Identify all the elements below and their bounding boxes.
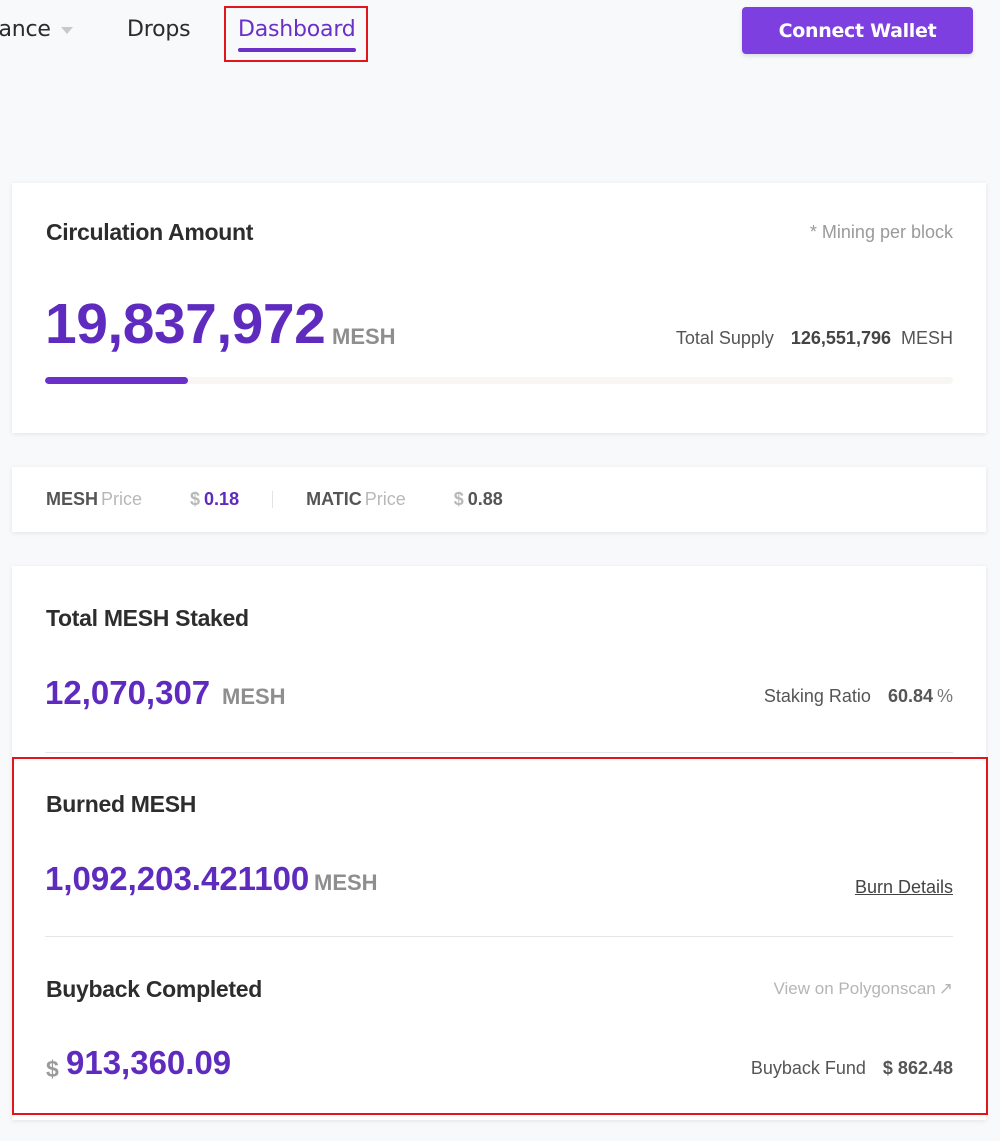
staked-amount: 12,070,307 [45,674,211,711]
buyback-fund-label: Buyback Fund [750,1058,866,1078]
total-supply-label: Total Supply [675,328,774,348]
buyback-fund-value: $ 862.48 [882,1058,953,1078]
dashboard-highlight-box [224,6,368,62]
staked-unit: MESH [222,684,286,709]
price-card: MESH Price $ 0.18 MATIC Price $ 0.88 [12,467,986,532]
burned-amount: 1,092,203.421100 [45,860,310,897]
staked-title: Total MESH Staked [46,605,249,631]
buyback-fund: Buyback Fund $ 862.48 [751,1058,953,1079]
circulation-progress-fill [45,377,188,384]
staking-ratio-unit: % [936,686,953,706]
matic-price-word: Price [364,489,406,509]
total-supply: Total Supply 126,551,796 MESH [676,328,953,349]
total-supply-value: 126,551,796 [790,328,891,348]
view-on-polygonscan-link[interactable]: View on Polygonscan ↗ [774,979,954,999]
active-tab-underline [238,48,356,52]
total-supply-unit: MESH [900,328,953,348]
nav-dashboard-label: Dashboard [238,17,356,42]
mesh-price-word: Price [101,489,143,509]
nav-dashboard[interactable]: Dashboard [238,17,356,52]
burn-buyback-highlight-box [12,757,988,1115]
staking-ratio-label: Staking Ratio [763,686,871,706]
price-divider [272,491,274,508]
top-nav: Finance Drops Dashboard Connect Wallet [0,0,1000,64]
price-row: MESH Price $ 0.18 MATIC Price $ 0.88 [46,489,503,510]
connect-wallet-button[interactable]: Connect Wallet [742,7,973,54]
nav-drops[interactable]: Drops [127,17,191,42]
external-link-arrow-icon: ↗ [938,979,953,998]
mesh-price-value: 0.18 [204,489,240,509]
circulation-amount: 19,837,972 [45,292,326,356]
matic-price-value: 0.88 [467,489,503,509]
circulation-title: Circulation Amount [46,219,254,245]
nav-finance-label: Finance [0,17,51,42]
nav-finance[interactable]: Finance [0,17,73,42]
buyback-currency: $ [46,1056,59,1082]
burn-details-link[interactable]: Burn Details [854,877,953,897]
chevron-down-icon [60,27,73,34]
buyback-amount: 913,360.09 [66,1044,232,1081]
burned-unit: MESH [314,870,378,895]
mining-note: * Mining per block [809,222,953,242]
section-divider [45,752,953,753]
mesh-price-currency: $ [190,489,201,509]
mesh-price-symbol: MESH [46,489,99,509]
staking-ratio-value: 60.84 [887,686,933,706]
section-divider [45,936,953,937]
buyback-title: Buyback Completed [46,976,263,1002]
staking-card: Total MESH Staked 12,070,307 MESH Stakin… [12,566,986,1120]
circulation-progress-bar [45,377,953,384]
staking-ratio: Staking Ratio 60.84 % [764,686,953,707]
matic-price-currency: $ [453,489,464,509]
matic-price-symbol: MATIC [306,489,362,509]
burned-title: Burned MESH [46,791,197,817]
circulation-card: Circulation Amount * Mining per block 19… [12,183,986,433]
circulation-unit: MESH [332,324,396,349]
polygonscan-link-label: View on Polygonscan [773,979,936,998]
